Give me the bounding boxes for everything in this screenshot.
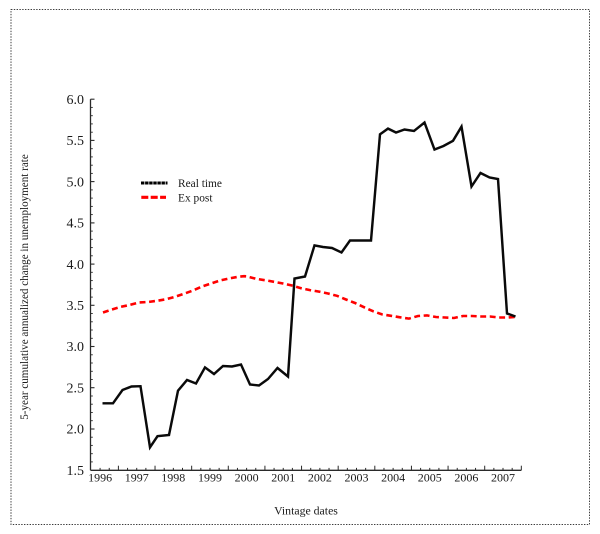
svg-text:3.0: 3.0 bbox=[67, 340, 85, 355]
svg-text:5.5: 5.5 bbox=[67, 134, 85, 149]
svg-text:1997: 1997 bbox=[125, 470, 149, 484]
svg-text:5.0: 5.0 bbox=[67, 175, 85, 190]
svg-text:5-year cumulative annualized c: 5-year cumulative annualized change in u… bbox=[19, 154, 31, 420]
svg-text:2006: 2006 bbox=[454, 470, 478, 484]
svg-text:2001: 2001 bbox=[271, 470, 295, 484]
svg-text:1.5: 1.5 bbox=[67, 464, 85, 479]
svg-text:3.5: 3.5 bbox=[67, 299, 85, 314]
svg-text:Ex post: Ex post bbox=[178, 192, 213, 204]
svg-text:Real time: Real time bbox=[178, 178, 222, 190]
svg-text:2002: 2002 bbox=[308, 470, 332, 484]
svg-text:2005: 2005 bbox=[418, 470, 442, 484]
svg-text:2.0: 2.0 bbox=[67, 423, 85, 438]
svg-text:1996: 1996 bbox=[88, 470, 112, 484]
svg-text:4.0: 4.0 bbox=[67, 258, 85, 273]
svg-text:4.5: 4.5 bbox=[67, 217, 85, 232]
svg-text:Vintage dates: Vintage dates bbox=[274, 504, 338, 518]
svg-text:2000: 2000 bbox=[235, 470, 259, 484]
svg-text:1998: 1998 bbox=[161, 470, 185, 484]
svg-text:2.5: 2.5 bbox=[67, 381, 85, 396]
svg-text:2004: 2004 bbox=[381, 470, 405, 484]
svg-text:1999: 1999 bbox=[198, 470, 222, 484]
svg-text:2003: 2003 bbox=[345, 470, 369, 484]
svg-text:2007: 2007 bbox=[491, 470, 515, 484]
svg-text:6.0: 6.0 bbox=[67, 93, 85, 108]
